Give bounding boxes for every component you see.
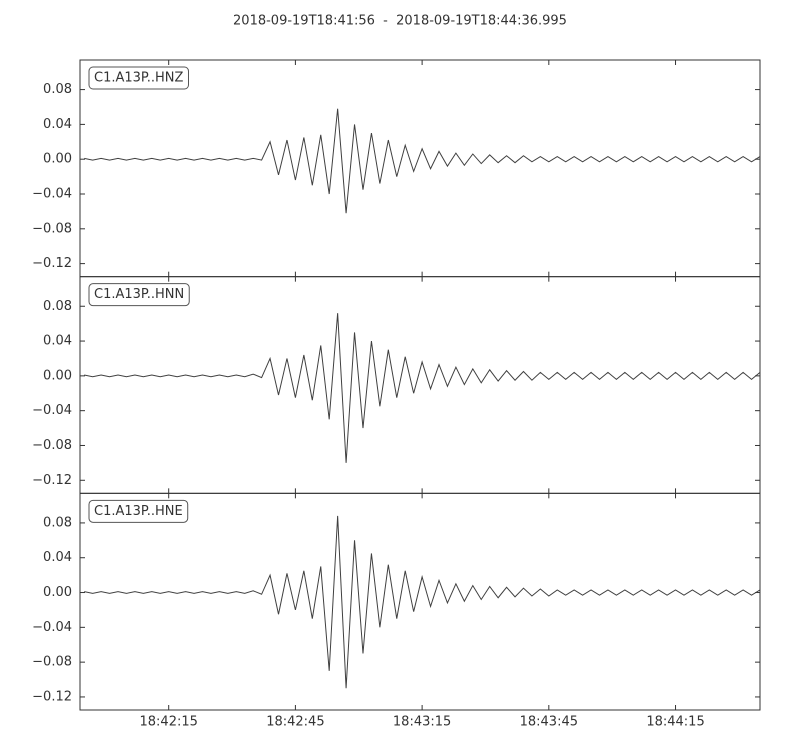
trace	[84, 313, 760, 463]
chart-title: 2018-09-19T18:41:56 - 2018-09-19T18:44:3…	[233, 14, 567, 29]
panel-frame	[79, 492, 761, 711]
y-tick-label: 0.08	[43, 515, 72, 530]
y-tick-label: 0.00	[43, 368, 72, 383]
y-tick-label: 0.04	[43, 334, 72, 349]
label-box	[88, 66, 189, 90]
x-tick-label: 18:42:15	[140, 715, 198, 730]
y-tick-label: 0.04	[43, 550, 72, 565]
panel-frame	[79, 276, 761, 494]
y-tick-label: 0.08	[43, 299, 72, 314]
y-tick-label: −0.08	[32, 655, 72, 670]
y-tick-label: 0.08	[43, 82, 72, 97]
y-tick-label: −0.04	[32, 187, 72, 202]
y-tick-label: 0.00	[43, 152, 72, 167]
trace-label: C1.A13P..HNZ	[94, 71, 183, 86]
x-tick-label: 18:43:15	[393, 715, 451, 730]
label-box	[88, 499, 189, 523]
x-tick-label: 18:43:45	[520, 715, 578, 730]
trace-label: C1.A13P..HNN	[94, 287, 184, 302]
trace	[84, 515, 760, 689]
y-tick-label: −0.04	[32, 403, 72, 418]
y-tick-label: −0.12	[32, 689, 72, 704]
trace-label: C1.A13P..HNE	[94, 504, 183, 519]
y-tick-label: 0.00	[43, 585, 72, 600]
y-tick-label: −0.08	[32, 221, 72, 236]
y-tick-label: −0.04	[32, 620, 72, 635]
panel-frame	[79, 59, 761, 278]
y-tick-label: −0.12	[32, 473, 72, 488]
y-tick-label: 0.04	[43, 117, 72, 132]
y-tick-label: −0.08	[32, 438, 72, 453]
x-tick-label: 18:42:45	[266, 715, 324, 730]
label-box	[88, 283, 190, 307]
x-tick-label: 18:44:15	[646, 715, 704, 730]
trace	[84, 108, 760, 214]
y-tick-label: −0.12	[32, 256, 72, 271]
